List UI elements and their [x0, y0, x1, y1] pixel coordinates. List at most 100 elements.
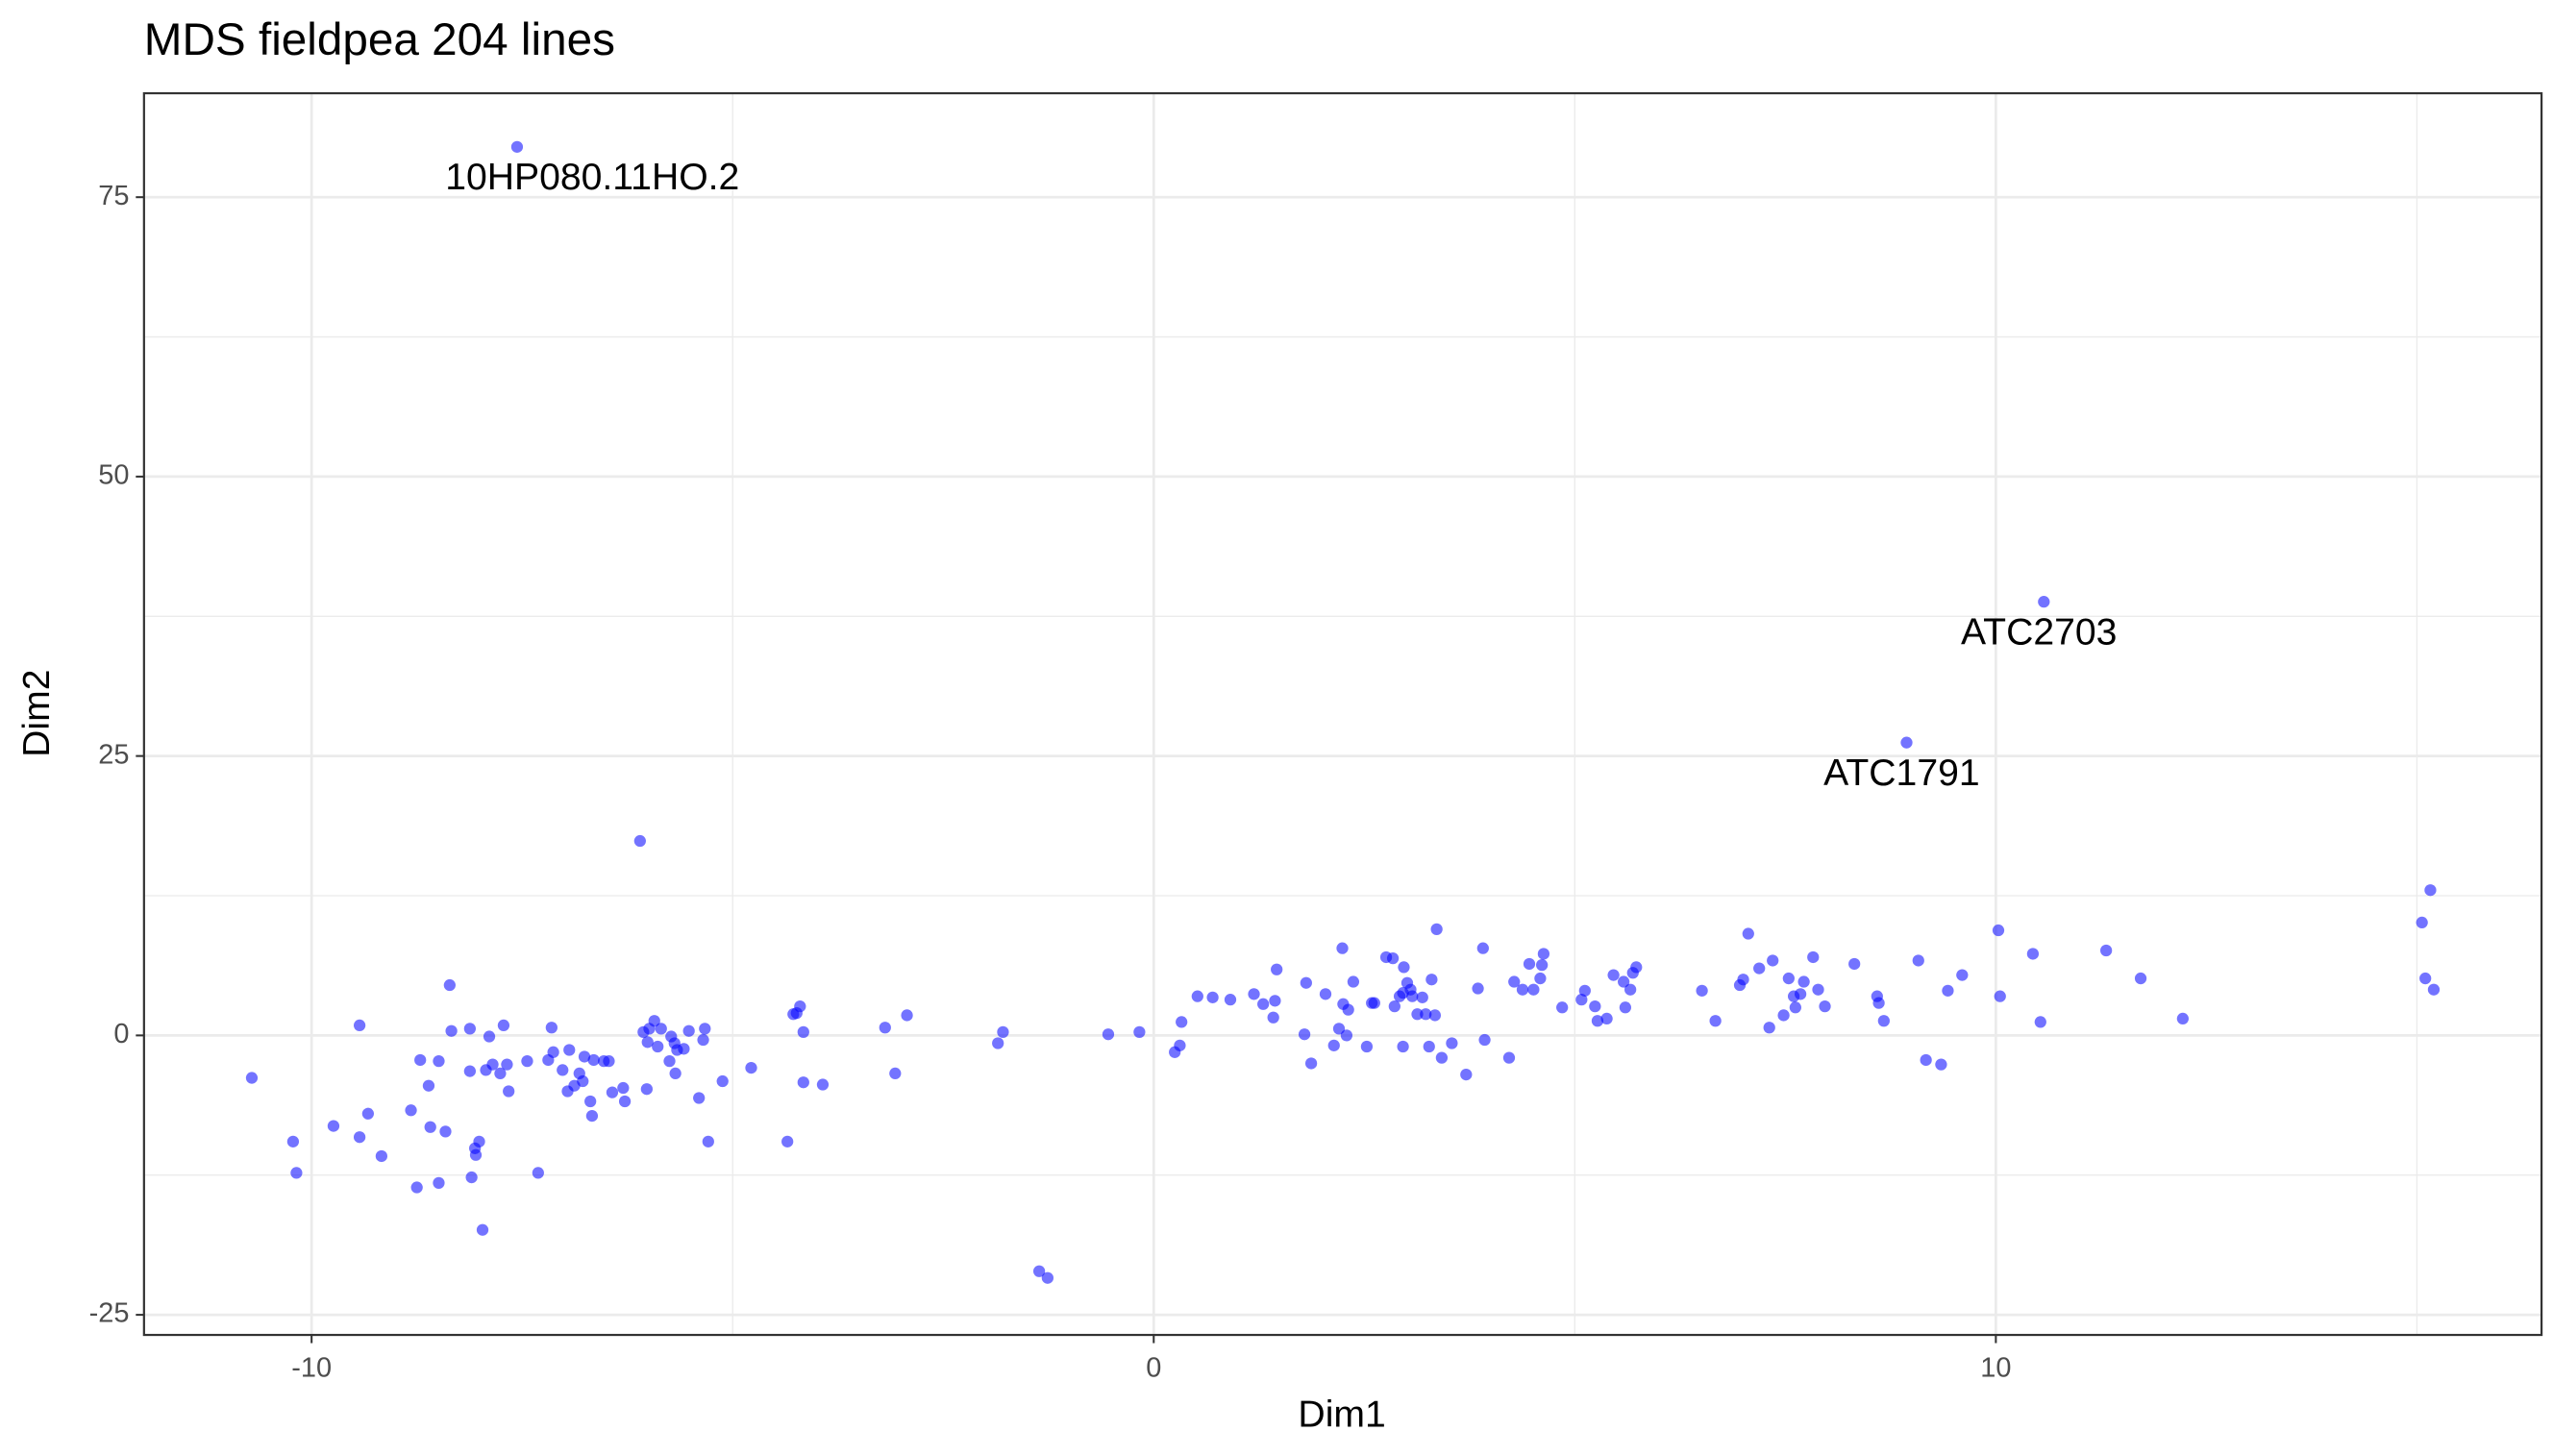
- point: [1819, 1000, 1831, 1013]
- point: [1935, 1058, 1947, 1071]
- point: [547, 1046, 559, 1058]
- point: [1327, 1039, 1340, 1051]
- point: [648, 1015, 660, 1027]
- point: [473, 1135, 485, 1148]
- point: [497, 1019, 510, 1032]
- point: [353, 1131, 366, 1144]
- point: [1224, 994, 1237, 1006]
- point: [587, 1053, 600, 1067]
- point: [1428, 1009, 1442, 1022]
- point: [1300, 976, 1312, 989]
- point: [1600, 1012, 1613, 1025]
- point: [997, 1025, 1009, 1039]
- point: [290, 1167, 303, 1179]
- point: [816, 1078, 830, 1091]
- y-tick-label: 25: [98, 739, 129, 770]
- point: [1304, 1057, 1318, 1070]
- point: [375, 1149, 388, 1163]
- point: [1271, 963, 1283, 975]
- point: [2034, 1016, 2046, 1028]
- x-axis-label: Dim1: [1298, 1394, 1385, 1435]
- point: [353, 1019, 366, 1032]
- point: [1877, 1015, 1890, 1027]
- point: [510, 140, 524, 153]
- point: [1912, 954, 1924, 967]
- point: [879, 1022, 891, 1034]
- point: [1360, 1040, 1374, 1053]
- point: [1516, 983, 1529, 996]
- point: [521, 1054, 533, 1068]
- point: [1420, 1008, 1432, 1021]
- point: [2416, 916, 2428, 929]
- point: [1102, 1028, 1115, 1041]
- point: [693, 1092, 706, 1104]
- point: [1435, 1051, 1449, 1064]
- point: [1537, 948, 1550, 960]
- point: [1789, 1001, 1801, 1014]
- point: [1767, 954, 1779, 967]
- point: [465, 1171, 478, 1184]
- point: [1267, 1011, 1279, 1024]
- point: [1423, 1040, 1435, 1053]
- point: [1797, 975, 1810, 988]
- point: [1848, 957, 1861, 971]
- y-axis-label: Dim2: [16, 670, 58, 757]
- point: [578, 1050, 591, 1063]
- point: [1342, 1003, 1354, 1016]
- point: [1347, 975, 1360, 988]
- point: [1872, 997, 1885, 1009]
- chart-title: MDS fieldpea 204 lines: [144, 14, 615, 65]
- point: [1386, 952, 1400, 965]
- point: [797, 1076, 809, 1089]
- point: [1589, 1000, 1601, 1013]
- point: [1942, 984, 1954, 997]
- point: [1425, 974, 1438, 986]
- point: [405, 1104, 417, 1117]
- point: [606, 1086, 619, 1098]
- point: [641, 1036, 654, 1049]
- point: [1794, 988, 1807, 1000]
- point: [1536, 958, 1549, 972]
- point: [678, 1043, 690, 1055]
- point: [1174, 1039, 1186, 1051]
- point: [469, 1148, 483, 1161]
- point: [1430, 923, 1443, 936]
- point: [992, 1037, 1004, 1049]
- point: [443, 978, 456, 992]
- point: [1368, 997, 1380, 1009]
- point: [1920, 1053, 1932, 1067]
- point: [2026, 948, 2040, 960]
- point: [1332, 1023, 1346, 1035]
- point: [2134, 972, 2147, 985]
- point: [1257, 998, 1270, 1010]
- point: [1476, 942, 1489, 954]
- point: [1176, 1016, 1188, 1028]
- point: [445, 1024, 458, 1037]
- point: [1696, 984, 1708, 997]
- point: [1624, 983, 1637, 996]
- point: [503, 1085, 515, 1098]
- point: [1298, 1028, 1311, 1041]
- point: [745, 1061, 757, 1074]
- point: [1523, 957, 1536, 971]
- point: [1508, 975, 1521, 988]
- y-tick-label: 75: [98, 181, 129, 211]
- point: [1763, 1022, 1775, 1034]
- y-tick-label: 50: [98, 460, 129, 491]
- point: [603, 1054, 615, 1068]
- point: [1416, 991, 1428, 1003]
- point: [2419, 972, 2432, 985]
- point: [557, 1064, 569, 1076]
- point: [655, 1023, 667, 1035]
- point: [1446, 1037, 1458, 1049]
- point: [1191, 990, 1203, 1002]
- x-tick-label: 10: [1980, 1352, 2011, 1383]
- point: [563, 1044, 576, 1056]
- point: [501, 1058, 513, 1071]
- point: [1406, 990, 1419, 1002]
- point: [1812, 983, 1824, 996]
- point: [1737, 974, 1749, 986]
- point: [1397, 1040, 1409, 1053]
- point: [1575, 994, 1588, 1006]
